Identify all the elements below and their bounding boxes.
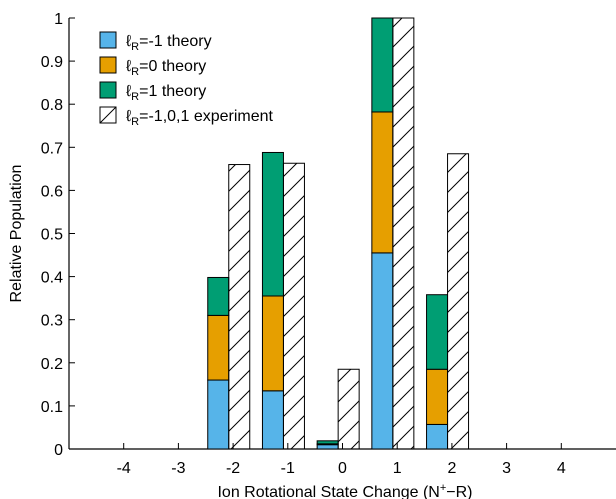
x-tick-label: 4	[557, 460, 566, 477]
legend-swatch-theory-1	[99, 56, 117, 74]
legend-swatch-theory-0	[99, 31, 117, 49]
legend-label: ℓR=-1,0,1 experiment	[126, 108, 274, 128]
y-axis-title: Relative Population	[8, 165, 25, 303]
x-tick-label: 0	[338, 460, 347, 477]
y-tick-label: 0.6	[41, 183, 63, 200]
legend-label: ℓR=1 theory	[126, 83, 206, 103]
theory-bar-segment-1	[207, 314, 230, 381]
theory-bar-segment-2	[261, 151, 284, 297]
y-tick-label: 0	[54, 442, 63, 459]
x-tick-label: -2	[226, 460, 240, 477]
y-tick-label: 0.2	[41, 356, 63, 373]
experiment-bar	[447, 153, 470, 450]
legend-swatch-theory-2	[99, 81, 117, 99]
y-tick-label: 0.9	[41, 54, 63, 71]
theory-bar-segment-0	[261, 390, 284, 450]
legend-label: ℓR=-1 theory	[126, 33, 212, 53]
theory-bar-segment-0	[316, 444, 339, 450]
theory-bar-segment-0	[371, 252, 394, 450]
axes: 0 0.1 0.2 0.3 0.4 0.5 0.6 0.7 0.8 0.9 1 -4 -3 -2 -1 0 1 2…	[8, 11, 616, 499]
theory-bar-segment-1	[426, 368, 449, 425]
y-tick-label: 0.5	[41, 227, 63, 244]
x-tick-label: 1	[393, 460, 402, 477]
theory-bar-segment-2	[207, 276, 230, 316]
y-tick-label: 0.7	[41, 140, 63, 157]
y-tick-label: 1	[54, 11, 63, 28]
legend: ℓR=-1 theory ℓR=0 theory ℓR=1 theory ℓR=-1,…	[99, 31, 274, 128]
x-tick-label: 2	[447, 460, 456, 477]
theory-bar-segment-2	[316, 440, 339, 445]
experiment-bar	[282, 162, 305, 450]
theory-bar-segment-0	[426, 423, 449, 450]
y-tick-label: 0.1	[41, 399, 63, 416]
theory-bar-segment-1	[261, 295, 284, 392]
y-tick-label: 0.4	[41, 270, 63, 287]
experiment-bar	[228, 164, 251, 450]
y-tick-label: 0.3	[41, 313, 63, 330]
x-tick-label: -3	[171, 460, 185, 477]
bars	[207, 17, 470, 450]
x-tick-label: 3	[502, 460, 511, 477]
y-tick-label: 0.8	[41, 97, 63, 114]
theory-bar-segment-1	[371, 111, 394, 254]
theory-bar-segment-2	[426, 294, 449, 370]
x-tick-label: -4	[117, 460, 131, 477]
experiment-bar	[337, 368, 360, 450]
legend-swatch-hatch	[99, 106, 117, 124]
x-tick-label: -1	[281, 460, 295, 477]
x-axis-title: Ion Rotational State Change (N+−R)	[217, 482, 472, 499]
legend-label: ℓR=0 theory	[126, 58, 206, 78]
theory-bar-segment-0	[207, 379, 230, 450]
experiment-bar	[392, 17, 415, 450]
theory-bar-segment-2	[371, 17, 394, 113]
